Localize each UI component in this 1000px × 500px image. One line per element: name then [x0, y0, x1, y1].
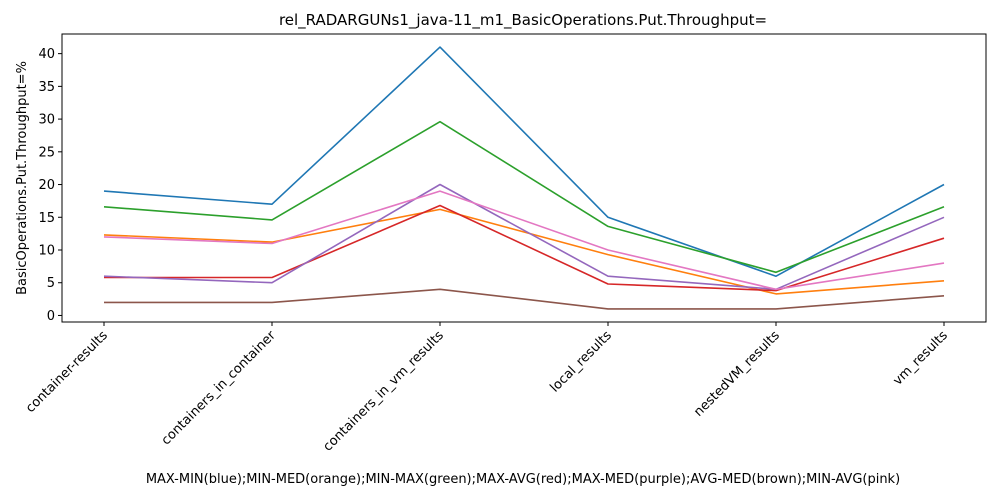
y-tick-label-5: 25 [38, 145, 55, 160]
x-tick-label-0: container-results [23, 328, 111, 416]
series-layer [103, 46, 945, 310]
x-tick-label-1: containers_in_container [159, 328, 280, 449]
x-tick-label-2: containers_in_vm_results [321, 328, 447, 454]
plot-frame [61, 33, 987, 323]
series-line-2 [103, 120, 945, 274]
x-tick-label-4: nestedVM_results [691, 328, 783, 420]
y-tick-label-2: 10 [38, 244, 55, 259]
series-line-3 [104, 204, 945, 292]
series-line-1 [103, 208, 945, 295]
series-line-5 [104, 288, 945, 310]
y-axis: 0 5 10 15 20 25 30 35 40 [38, 47, 62, 324]
y-tick-label-1: 5 [47, 276, 55, 291]
x-axis-label: MAX-MIN(blue);MIN-MED(orange);MIN-MAX(gr… [146, 472, 900, 487]
chart-title: rel_RADARGUNs1_java-11_m1_BasicOperation… [279, 11, 767, 30]
y-tick-label-0: 0 [47, 309, 55, 324]
y-tick-label-3: 15 [38, 211, 55, 226]
y-tick-label-8: 40 [38, 47, 55, 62]
x-tick-label-3: local_results [547, 328, 615, 396]
y-tick-label-4: 20 [38, 178, 55, 193]
y-axis-label: BasicOperations.Put.Throughput=% [15, 61, 30, 295]
series-line-6 [103, 190, 945, 291]
x-tick-label-5: vm_results [890, 328, 951, 389]
y-tick-label-7: 35 [38, 80, 55, 95]
series-line-4 [103, 183, 945, 291]
x-axis: container-results containers_in_container… [23, 322, 951, 455]
y-tick-label-6: 30 [38, 113, 55, 128]
